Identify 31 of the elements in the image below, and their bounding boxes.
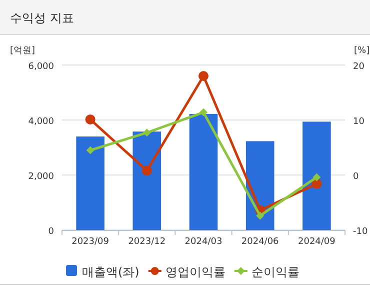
point xyxy=(142,166,152,176)
bar xyxy=(189,114,218,230)
x-tick-label: 2023/12 xyxy=(128,237,166,247)
x-tick-label: 2024/09 xyxy=(298,237,336,247)
point xyxy=(200,108,208,116)
y-tick-label: 2,000 xyxy=(28,172,54,182)
y2-tick-label: -10 xyxy=(353,227,368,237)
x-tick-label: 2024/06 xyxy=(241,237,280,247)
legend-label: 순이익률 xyxy=(251,265,300,279)
y-tick-label: 4,000 xyxy=(28,117,54,127)
bar xyxy=(132,132,162,230)
point xyxy=(86,146,94,154)
point xyxy=(198,71,208,81)
y2-tick-label: 10 xyxy=(353,117,365,127)
legend-label: 영업이익률 xyxy=(165,265,226,279)
x-tick-label: 2023/09 xyxy=(72,237,110,247)
y-tick-label: 6,000 xyxy=(28,62,54,72)
bar xyxy=(76,136,104,230)
point xyxy=(85,114,96,124)
bar xyxy=(302,122,331,230)
y2-tick-label: 0 xyxy=(353,172,359,182)
point xyxy=(312,173,321,182)
legend-label: 매출액(좌) xyxy=(82,265,140,279)
x-tick-label: 2024/03 xyxy=(184,237,222,247)
y2-axis-title: [%] xyxy=(354,46,370,56)
point xyxy=(256,212,264,220)
y-tick-label: 0 xyxy=(48,227,54,237)
chart-title: 수익성 지표 xyxy=(10,11,74,25)
y2-tick-label: 20 xyxy=(353,62,365,72)
point xyxy=(142,128,151,137)
y-axis-title: [억원] xyxy=(10,46,36,56)
